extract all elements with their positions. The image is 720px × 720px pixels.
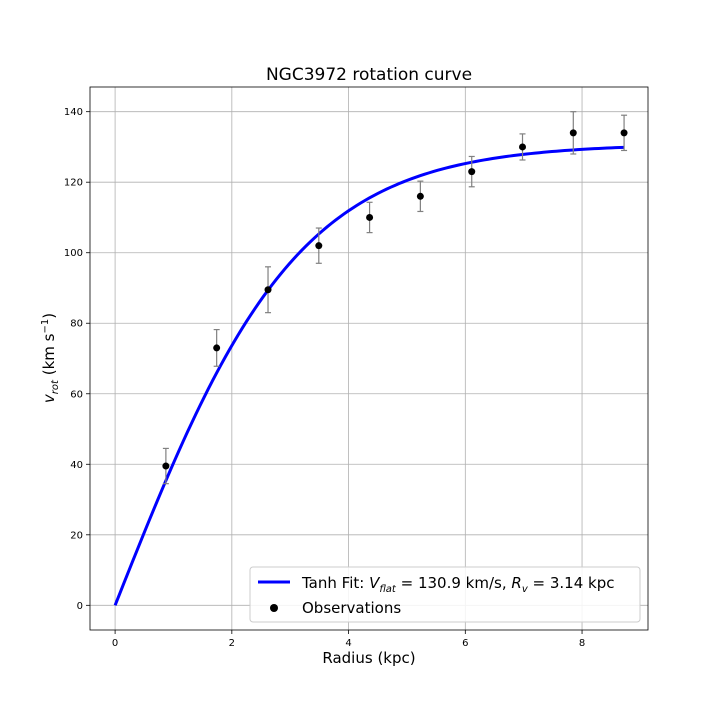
y-axis-label-exponent: −1	[40, 319, 51, 334]
y-tick-label: 20	[70, 530, 83, 541]
y-tick-label: 140	[64, 107, 83, 118]
observation-point	[468, 168, 475, 175]
y-tick-label: 120	[64, 178, 83, 189]
y-tick-label: 0	[77, 601, 83, 612]
x-axis-label: Radius (kpc)	[322, 649, 415, 667]
observation-point	[213, 344, 220, 351]
observation-point	[570, 129, 577, 136]
y-axis-label-subscript: rot	[50, 379, 61, 394]
observation-point	[162, 463, 169, 470]
y-tick-label: 40	[70, 460, 83, 471]
legend-fit-r-symbol: R	[511, 574, 521, 592]
legend-fit-label: Tanh Fit: Vflat = 130.9 km/s, Rv = 3.14 …	[301, 574, 614, 595]
legend-fit-prefix: Tanh Fit:	[301, 574, 369, 592]
observation-point	[315, 242, 322, 249]
legend-fit-v-value: = 130.9 km/s,	[396, 574, 512, 592]
x-tick-label: 0	[112, 638, 118, 649]
chart-title: NGC3972 rotation curve	[266, 65, 472, 85]
legend-fit-v-sub: flat	[379, 584, 397, 595]
legend: Tanh Fit: Vflat = 130.9 km/s, Rv = 3.14 …	[250, 567, 640, 622]
observation-point	[621, 129, 628, 136]
x-tick-label: 6	[462, 638, 468, 649]
observation-point	[366, 214, 373, 221]
y-tick-label: 80	[70, 319, 83, 330]
observation-point	[265, 286, 272, 293]
y-tick-label: 100	[64, 248, 83, 259]
x-tick-label: 2	[229, 638, 235, 649]
legend-observations-label: Observations	[302, 599, 401, 617]
y-axis-label-unit: (km s	[40, 333, 58, 380]
x-tick-label: 8	[579, 638, 585, 649]
observation-point	[417, 193, 424, 200]
legend-observations-marker	[270, 604, 278, 612]
y-axis-label-close: )	[40, 313, 58, 319]
y-tick-label: 60	[70, 389, 83, 400]
legend-fit-r-value: = 3.14 kpc	[528, 574, 615, 592]
x-tick-label: 4	[345, 638, 351, 649]
observation-point	[519, 143, 526, 150]
